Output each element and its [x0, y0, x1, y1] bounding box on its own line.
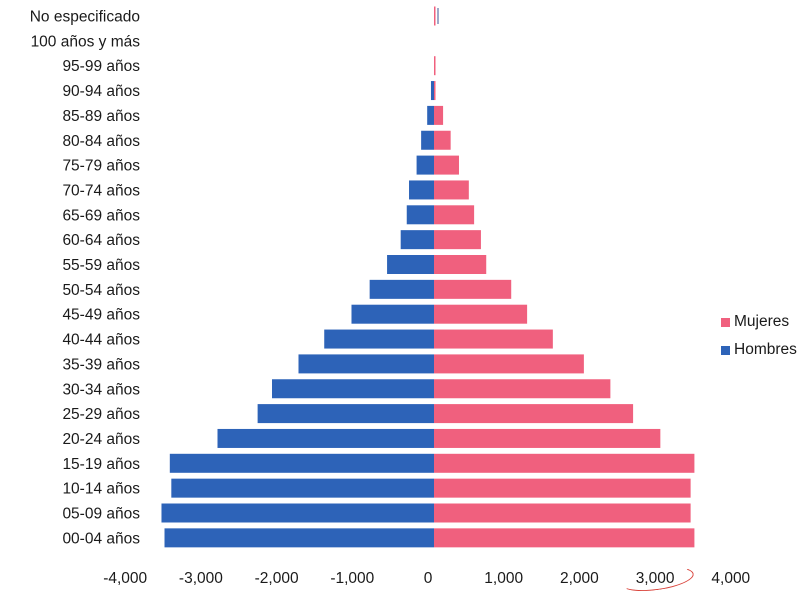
bar-mujeres — [434, 379, 611, 399]
category-label: 65-69 años — [62, 207, 140, 224]
x-tick-label: 3,000 — [636, 570, 675, 587]
bar-mujeres — [434, 105, 444, 125]
category-label: 100 años y más — [31, 33, 141, 50]
bar-hombres — [324, 329, 434, 349]
bar-hombres — [298, 354, 434, 374]
bar-mujeres — [434, 503, 691, 523]
bar-mujeres — [434, 404, 634, 424]
category-label: 30-34 años — [62, 381, 140, 398]
bar-hombres — [272, 379, 434, 399]
bar-mujeres — [434, 130, 451, 150]
category-label: 15-19 años — [62, 456, 140, 473]
x-tick-label: 1,000 — [484, 570, 523, 587]
bar-hombres — [257, 404, 434, 424]
category-label: 55-59 años — [62, 257, 140, 274]
x-tick-label: -3,000 — [179, 570, 223, 587]
bar-hombres — [421, 130, 434, 150]
bar-hombres — [406, 205, 434, 225]
bar-mujeres — [434, 205, 475, 225]
legend-label-mujeres: Mujeres — [734, 313, 790, 330]
category-label: 45-49 años — [62, 307, 140, 324]
bar-mujeres — [434, 56, 436, 76]
bar-hombres — [171, 478, 435, 498]
x-tick-label: 0 — [424, 570, 433, 587]
bar-mujeres — [434, 279, 512, 299]
bar-hombres — [409, 180, 434, 200]
x-tick-label: 4,000 — [711, 570, 750, 587]
bar-hombres — [369, 279, 434, 299]
legend-label-hombres: Hombres — [734, 341, 797, 358]
bar-mujeres — [434, 453, 695, 473]
legend-swatch-hombres — [721, 345, 730, 355]
category-label: 70-74 años — [62, 182, 140, 199]
bar-hombres — [164, 528, 434, 548]
bar-mujeres — [434, 230, 481, 250]
bar-mujeres — [434, 428, 661, 448]
bar-mujeres — [434, 304, 528, 324]
category-label: 85-89 años — [62, 108, 140, 125]
category-label: 35-39 años — [62, 356, 140, 373]
category-label: 75-79 años — [62, 158, 140, 175]
legend-item-hombres: Hombres — [721, 339, 809, 361]
x-axis: -4,000 -3,000 -2,000 -1,000 0 1,000 2,000 3,000… — [103, 570, 750, 587]
legend: Mujeres Hombres — [721, 311, 809, 367]
legend-item-mujeres: Mujeres — [721, 311, 809, 333]
bar-hombres — [387, 255, 434, 274]
bar-mujeres — [434, 155, 459, 175]
bar-hombres — [430, 81, 434, 101]
x-tick-label: -2,000 — [255, 570, 299, 587]
bar-hombres — [416, 155, 434, 175]
x-tick-label: 2,000 — [560, 570, 599, 587]
category-label: 95-99 años — [62, 58, 140, 75]
category-label: 00-04 años — [62, 530, 140, 547]
bar-hombres — [427, 105, 434, 125]
bar-mujeres — [434, 6, 436, 26]
category-label: 50-54 años — [62, 282, 140, 299]
bar-hombres — [217, 428, 434, 448]
x-tick-label: -4,000 — [103, 570, 147, 587]
bars-layer — [161, 6, 695, 548]
category-label: 10-14 años — [62, 481, 140, 498]
category-label: No especificado — [30, 9, 140, 26]
category-label: 25-29 años — [62, 406, 140, 423]
category-label: 40-44 años — [62, 332, 140, 349]
bar-mujeres — [434, 528, 695, 548]
category-label: 90-94 años — [62, 83, 140, 100]
bar-hombres — [400, 230, 434, 250]
bar-mujeres — [434, 354, 584, 374]
bar-hombres — [351, 304, 434, 324]
x-tick-label: -1,000 — [330, 570, 374, 587]
bar-mujeres — [434, 329, 553, 349]
category-label: 20-24 años — [62, 431, 140, 448]
bar-mujeres — [434, 81, 436, 101]
category-label: 60-64 años — [62, 232, 140, 249]
category-label: 80-84 años — [62, 133, 140, 150]
category-labels: No especificado 100 años y más 95-99 años 9… — [30, 9, 141, 548]
bar-hombres — [169, 453, 434, 473]
bar-hombres — [161, 503, 435, 523]
category-label: 05-09 años — [62, 506, 140, 523]
bar-mujeres — [434, 478, 691, 498]
bar-mujeres — [434, 180, 469, 200]
bar-mujeres — [434, 255, 487, 274]
legend-swatch-mujeres — [721, 317, 730, 327]
